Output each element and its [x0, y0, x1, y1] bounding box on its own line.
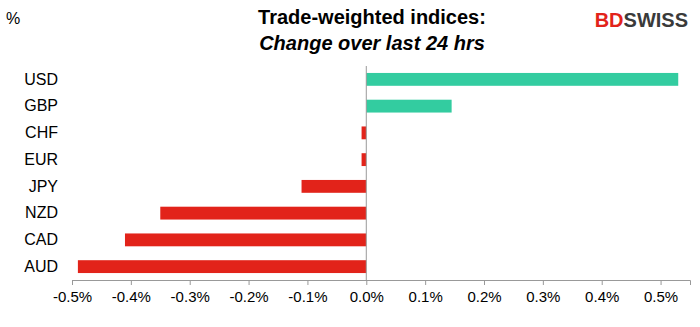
- x-tick-label: 0.2%: [467, 288, 501, 305]
- bar: [125, 233, 366, 246]
- x-tick-line: [366, 280, 367, 285]
- bar: [366, 100, 451, 113]
- x-axis: -0.5% -0.4% -0.3% -0.2% -0.1% 0.0% 0.1% 0.2% 0.3…: [53, 280, 691, 305]
- x-tick: 0.4%: [585, 280, 619, 305]
- y-tick-label: AUD: [24, 258, 58, 275]
- x-tick-line: [425, 280, 426, 285]
- y-tick-label: CHF: [25, 124, 58, 141]
- x-tick-line: [190, 280, 191, 285]
- axis-label: %: [6, 10, 20, 27]
- bar: [362, 126, 367, 139]
- y-tick: NZD: [25, 204, 66, 221]
- x-tick-line: [307, 280, 308, 285]
- x-tick: 0.3%: [526, 280, 560, 305]
- x-tick: 0.0%: [350, 280, 384, 305]
- x-tick-label: -0.4%: [112, 288, 151, 305]
- y-tick: CAD: [24, 231, 66, 248]
- x-tick-label: 0.3%: [526, 288, 560, 305]
- y-tick: AUD: [24, 258, 66, 275]
- x-tick: -0.3%: [171, 280, 210, 305]
- y-tick: EUR: [24, 151, 66, 168]
- y-tick-label: EUR: [24, 151, 58, 168]
- x-tick: -0.1%: [288, 280, 327, 305]
- x-tick: -0.5%: [53, 280, 92, 305]
- x-tick-label: 0.4%: [585, 288, 619, 305]
- chart-container: Trade-weighted indices: Change over last …: [0, 0, 700, 327]
- y-tick: GBP: [24, 97, 66, 114]
- x-tick-label: -0.5%: [53, 288, 92, 305]
- y-tick: CHF: [25, 124, 66, 141]
- bar: [302, 180, 367, 193]
- x-tick-label: 0.5%: [644, 288, 678, 305]
- y-tick-label: CAD: [24, 231, 58, 248]
- x-tick-label: 0.0%: [350, 288, 384, 305]
- x-tick-label: -0.2%: [229, 288, 268, 305]
- title: Trade-weighted indices:: [258, 6, 486, 28]
- x-tick-line: [661, 280, 662, 285]
- y-tick-label: USD: [24, 70, 58, 87]
- x-tick-label: 0.1%: [409, 288, 443, 305]
- x-tick-line: [72, 280, 73, 285]
- y-tick-label: NZD: [25, 204, 58, 221]
- y-tick-label: JPY: [29, 177, 59, 194]
- subtitle: Change over last 24 hrs: [259, 32, 485, 54]
- bar: [362, 153, 367, 166]
- y-tick-label: GBP: [24, 97, 58, 114]
- zero-line: [366, 66, 367, 280]
- bars: [78, 73, 678, 273]
- bar: [366, 73, 678, 86]
- x-tick: -0.4%: [112, 280, 151, 305]
- x-tick-line: [543, 280, 544, 285]
- x-tick-line: [484, 280, 485, 285]
- y-tick: USD: [24, 70, 66, 87]
- x-tick-line: [131, 280, 132, 285]
- x-tick-label: -0.1%: [288, 288, 327, 305]
- x-tick: 0.1%: [409, 280, 443, 305]
- bar: [78, 260, 366, 273]
- x-tick: -0.2%: [229, 280, 268, 305]
- x-axis-line: [73, 281, 691, 286]
- x-tick-line: [249, 280, 250, 285]
- y-axis: USD GBP CHF EUR JPY NZD CAD AUD: [24, 70, 66, 274]
- bar: [160, 207, 366, 220]
- x-tick: 0.5%: [644, 280, 678, 305]
- y-tick: JPY: [29, 177, 66, 194]
- chart-svg: Trade-weighted indices: Change over last …: [0, 0, 700, 327]
- x-tick: 0.2%: [467, 280, 501, 305]
- logo: BDSWISS: [595, 9, 688, 31]
- x-tick-label: -0.3%: [171, 288, 210, 305]
- x-tick-line: [602, 280, 603, 285]
